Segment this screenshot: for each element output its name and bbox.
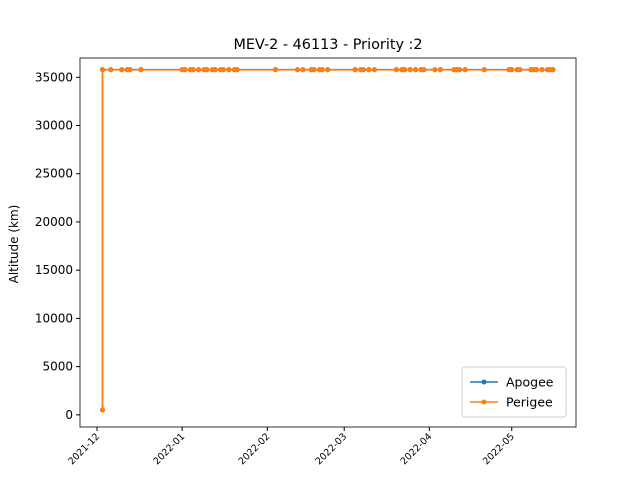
point [413, 67, 419, 73]
legend-box [461, 366, 567, 418]
point [509, 67, 515, 73]
point [393, 67, 399, 73]
point [550, 67, 556, 73]
y-tick-label: 10000 [35, 311, 73, 325]
legend-label: Perigee [506, 395, 553, 410]
chart-title: MEV-2 - 46113 - Priority :2 [233, 37, 422, 53]
point [295, 67, 301, 73]
point [100, 67, 106, 73]
point [432, 67, 438, 73]
legend-marker [481, 399, 487, 405]
y-tick-label: 20000 [35, 215, 73, 229]
point [371, 67, 377, 73]
point [462, 67, 468, 73]
point [407, 67, 413, 73]
point [196, 67, 202, 73]
point [108, 67, 114, 73]
point [533, 67, 539, 73]
point [360, 67, 366, 73]
point [421, 67, 427, 73]
point [212, 67, 218, 73]
legend-label: Apogee [506, 375, 554, 390]
point [138, 67, 144, 73]
point [273, 67, 279, 73]
point [100, 407, 106, 413]
point [119, 67, 125, 73]
point [226, 67, 232, 73]
point [319, 67, 325, 73]
y-axis-label: Altitude (km) [7, 205, 21, 284]
point [457, 67, 463, 73]
point [300, 67, 306, 73]
point [190, 67, 196, 73]
y-tick-label: 5000 [42, 360, 73, 374]
point [182, 67, 188, 73]
point [517, 67, 523, 73]
point [127, 67, 133, 73]
point [234, 67, 240, 73]
plot-frame [79, 57, 577, 428]
y-tick-label: 0 [65, 408, 73, 422]
point [402, 67, 408, 73]
y-tick-label: 35000 [35, 70, 73, 84]
point [204, 67, 210, 73]
point [366, 67, 372, 73]
point [325, 67, 331, 73]
point [539, 67, 545, 73]
point [437, 67, 443, 73]
point [352, 67, 358, 73]
point [311, 67, 317, 73]
point [481, 67, 487, 73]
legend-marker [481, 379, 487, 385]
y-tick-label: 30000 [35, 119, 73, 133]
y-tick-label: 15000 [35, 263, 73, 277]
y-tick-label: 25000 [35, 167, 73, 181]
point [220, 67, 226, 73]
